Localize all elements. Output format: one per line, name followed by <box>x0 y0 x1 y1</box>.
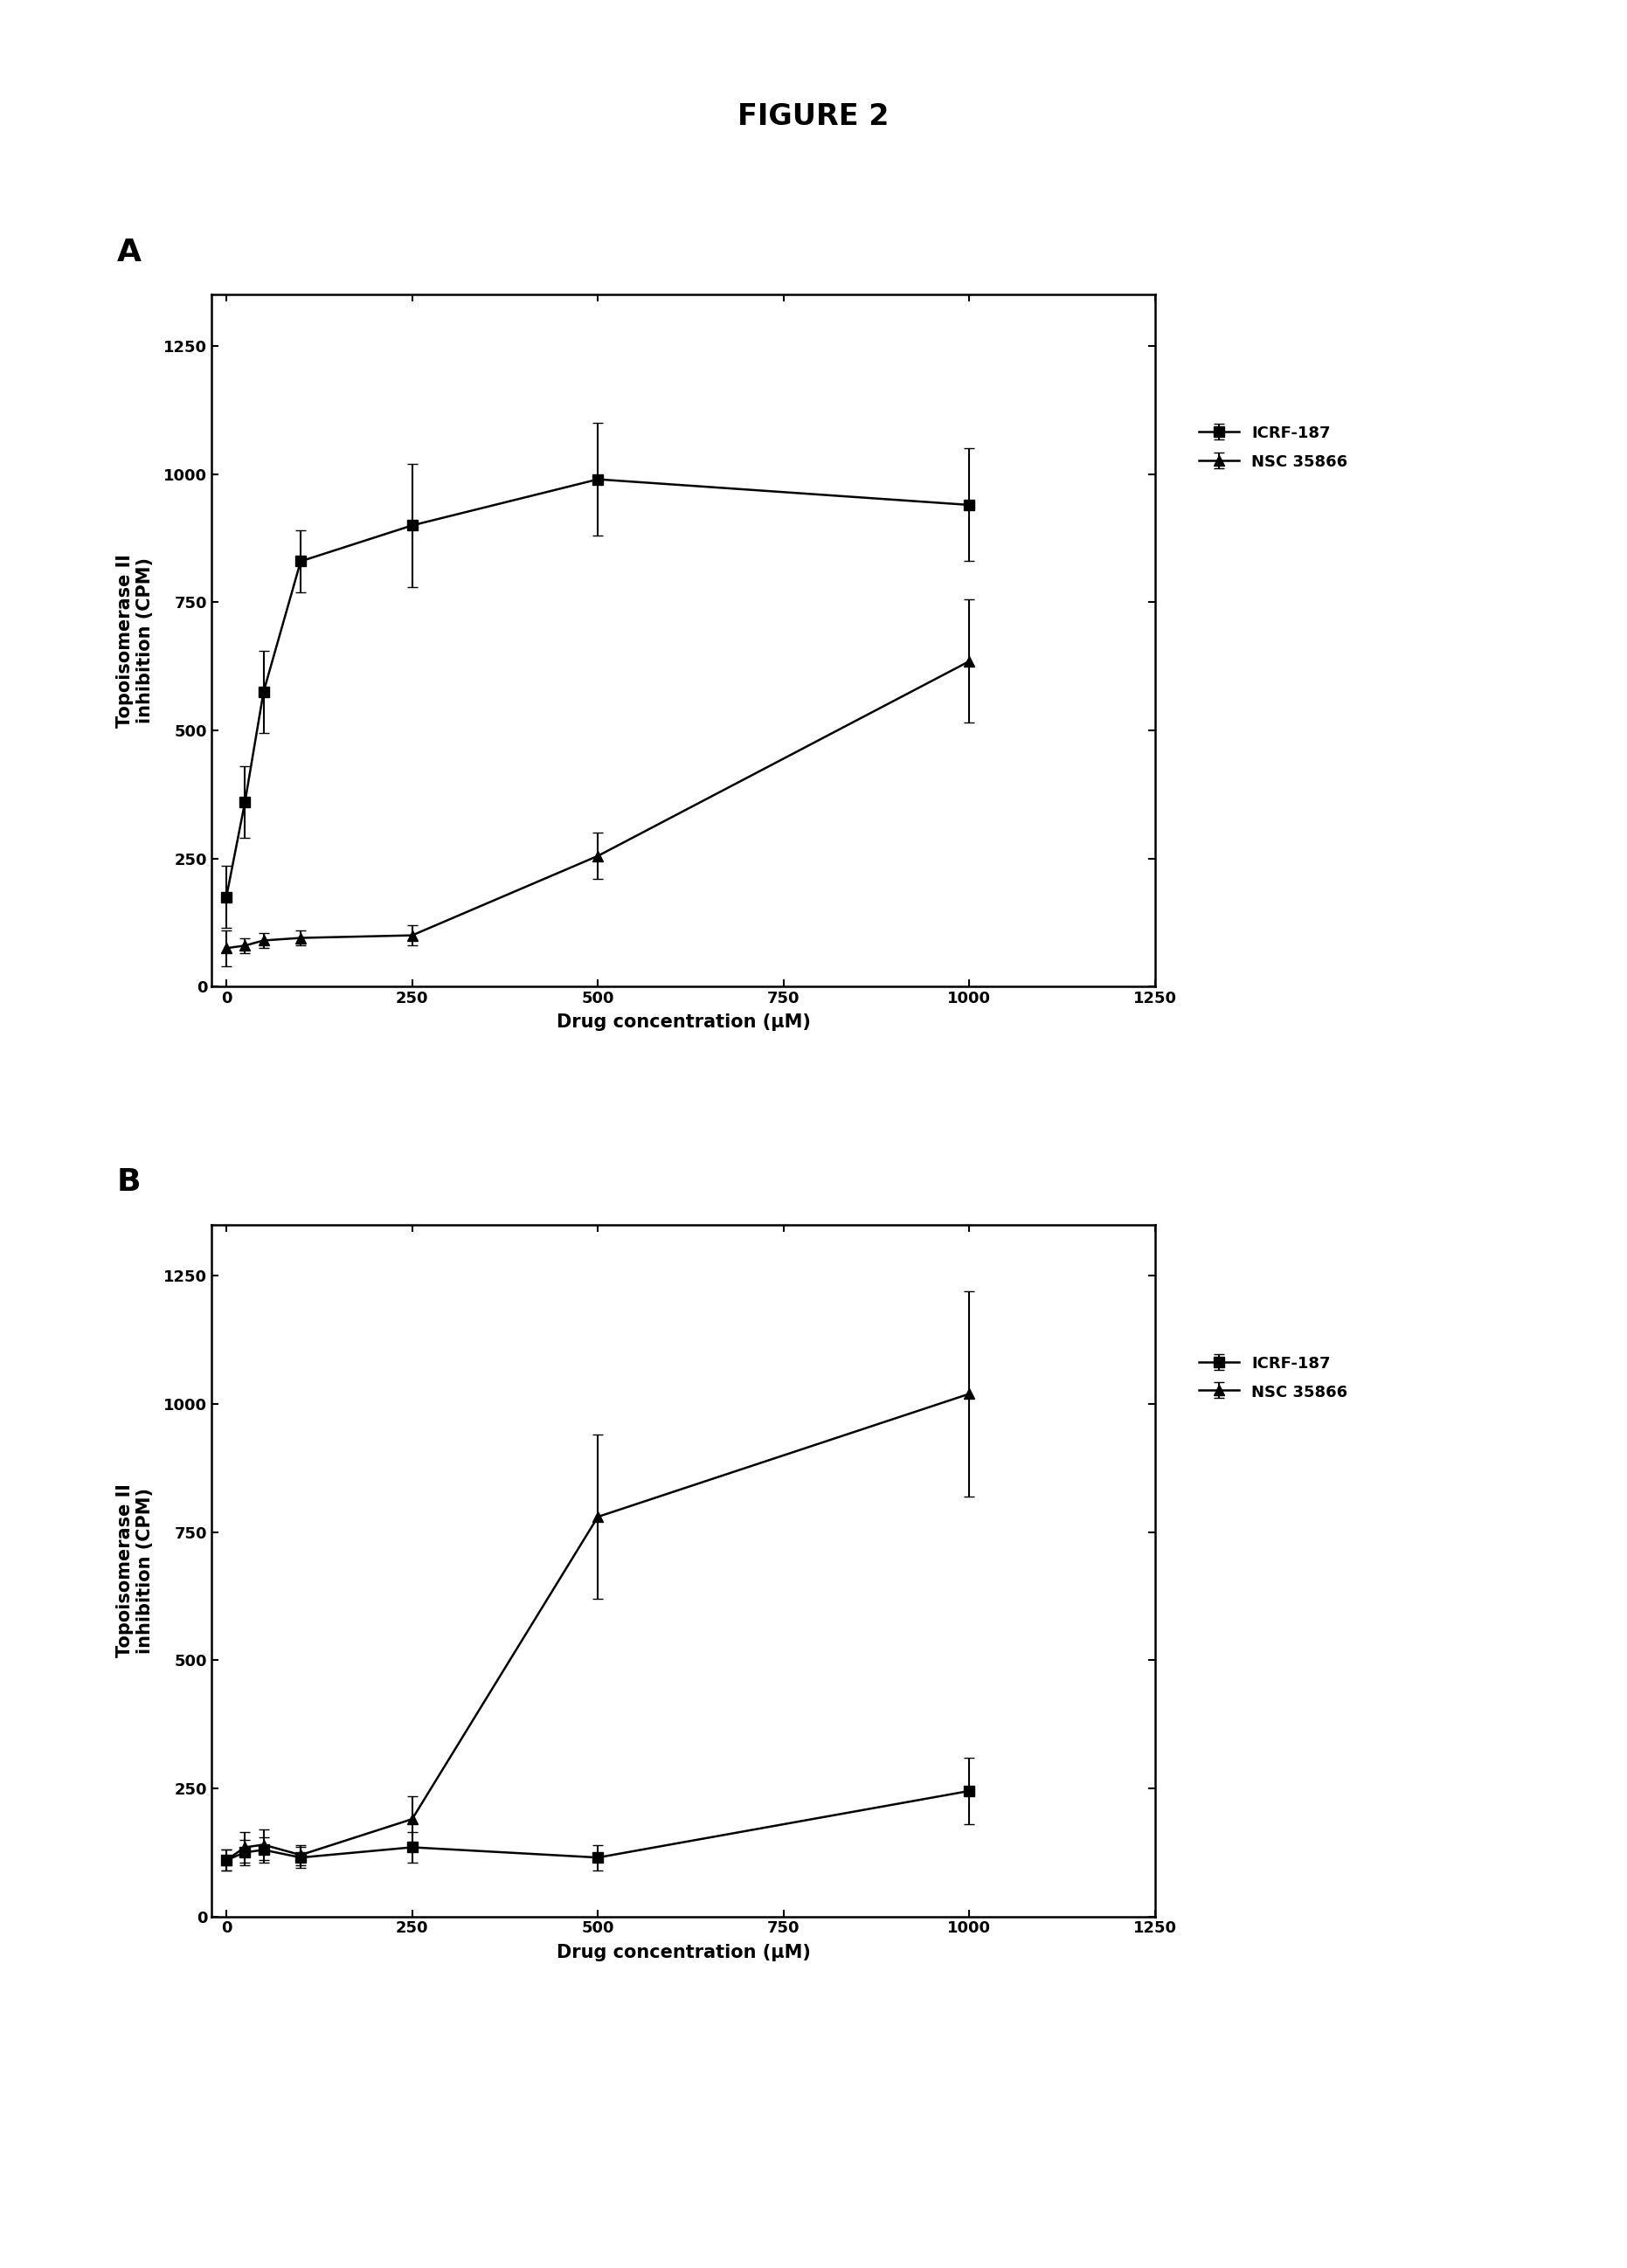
X-axis label: Drug concentration (μM): Drug concentration (μM) <box>556 1014 810 1032</box>
Legend: ICRF-187, NSC 35866: ICRF-187, NSC 35866 <box>1193 420 1354 476</box>
Legend: ICRF-187, NSC 35866: ICRF-187, NSC 35866 <box>1193 1349 1354 1406</box>
Text: FIGURE 2: FIGURE 2 <box>737 102 890 132</box>
Y-axis label: Topoisomerase II
inhibition (CPM): Topoisomerase II inhibition (CPM) <box>116 553 155 728</box>
Text: B: B <box>117 1168 142 1198</box>
Y-axis label: Topoisomerase II
inhibition (CPM): Topoisomerase II inhibition (CPM) <box>116 1483 155 1658</box>
X-axis label: Drug concentration (μM): Drug concentration (μM) <box>556 1944 810 1962</box>
Text: A: A <box>117 238 142 268</box>
